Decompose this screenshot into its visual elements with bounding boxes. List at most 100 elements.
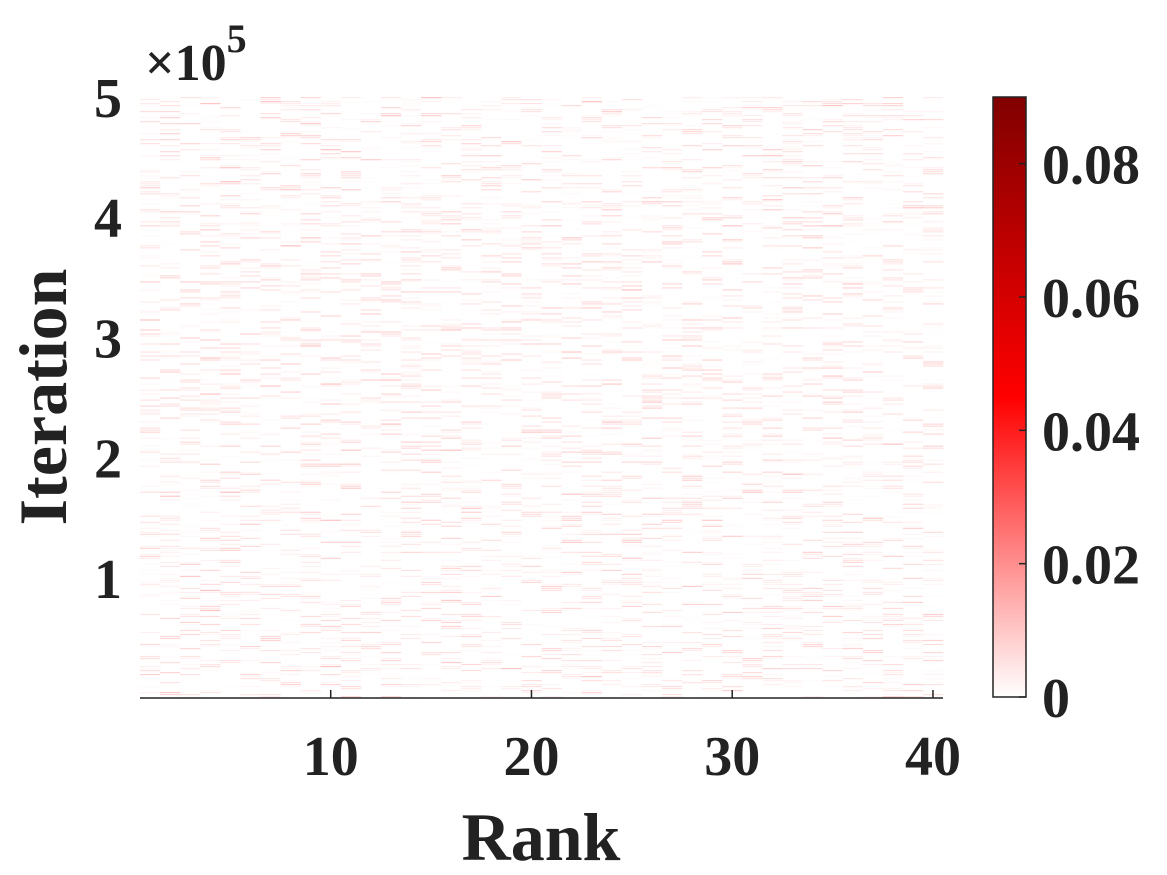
heatmap-cell — [561, 307, 582, 309]
heatmap-cell — [160, 339, 181, 341]
heatmap-cell — [260, 209, 281, 211]
heatmap-cell — [400, 493, 422, 495]
heatmap-cell — [762, 395, 783, 397]
heatmap-cell — [441, 99, 462, 101]
heatmap-cell — [782, 323, 803, 325]
heatmap-cell — [481, 123, 502, 125]
heatmap-cell — [501, 469, 522, 471]
heatmap-cell — [822, 243, 843, 245]
heatmap-cell — [862, 267, 884, 269]
heatmap-cell — [521, 571, 542, 573]
heatmap-cell — [220, 333, 241, 335]
heatmap-cell — [340, 213, 362, 215]
heatmap-cell — [581, 665, 603, 668]
heatmap-cell — [702, 243, 723, 245]
heatmap-cell — [822, 395, 843, 397]
heatmap-cell — [360, 259, 382, 261]
heatmap-cell — [782, 177, 803, 179]
heatmap-cell — [340, 413, 362, 415]
heatmap-cell — [200, 615, 221, 618]
heatmap-cell — [280, 121, 301, 123]
heatmap-cell — [481, 295, 502, 297]
heatmap-cell — [722, 181, 743, 183]
heatmap-cell — [461, 281, 482, 283]
heatmap-cell — [702, 459, 723, 461]
heatmap-cell — [882, 483, 904, 485]
heatmap-cell — [220, 165, 241, 167]
heatmap-cell — [320, 231, 342, 233]
heatmap-cell — [140, 421, 161, 423]
heatmap-cell — [842, 531, 864, 533]
heatmap-cell — [481, 491, 502, 493]
heatmap-cell — [762, 635, 783, 638]
heatmap-cell — [320, 275, 342, 277]
heatmap-cell — [140, 339, 161, 341]
heatmap-cell — [280, 131, 301, 133]
heatmap-cell — [742, 675, 763, 678]
heatmap-cell — [340, 487, 362, 489]
heatmap-cell — [421, 255, 442, 257]
heatmap-cell — [300, 493, 321, 495]
heatmap-cell — [380, 295, 402, 297]
heatmap-cell — [541, 171, 562, 173]
heatmap-cell — [441, 217, 462, 219]
heatmap-cell — [702, 561, 723, 563]
heatmap-cell — [842, 389, 864, 391]
heatmap-cell — [702, 603, 723, 606]
heatmap-cell — [200, 283, 221, 285]
heatmap-cell — [280, 147, 301, 149]
heatmap-cell — [561, 457, 582, 459]
heatmap-cell — [561, 627, 582, 630]
heatmap-cell — [742, 407, 763, 409]
heatmap-cell — [762, 535, 783, 537]
heatmap-cell — [260, 215, 281, 217]
heatmap-cell — [742, 401, 763, 403]
heatmap-cell — [280, 583, 301, 586]
heatmap-cell — [521, 511, 542, 513]
heatmap-cell — [481, 609, 502, 612]
heatmap-cell — [682, 419, 703, 421]
heatmap-cell — [340, 489, 362, 491]
heatmap-cell — [180, 539, 201, 541]
heatmap-cell — [561, 519, 582, 521]
heatmap-cell — [581, 385, 603, 387]
heatmap-cell — [300, 241, 321, 243]
heatmap-cell — [702, 283, 723, 285]
heatmap-cell — [481, 383, 502, 385]
heatmap-cell — [481, 387, 502, 389]
heatmap-cell — [641, 497, 663, 499]
heatmap-cell — [682, 479, 703, 481]
heatmap-cell — [541, 549, 562, 551]
heatmap-cell — [461, 591, 482, 594]
heatmap-cell — [300, 475, 321, 477]
heatmap-cell — [581, 201, 603, 203]
heatmap-cell — [140, 273, 161, 275]
heatmap-cell — [862, 299, 884, 301]
heatmap-cell — [722, 619, 743, 622]
heatmap-cell — [561, 523, 582, 525]
heatmap-cell — [180, 249, 201, 251]
heatmap-cell — [240, 667, 261, 670]
heatmap-cell — [421, 417, 442, 419]
heatmap-cell — [421, 501, 442, 503]
heatmap-cell — [280, 187, 301, 189]
heatmap-cell — [601, 569, 623, 571]
heatmap-cell — [280, 353, 301, 355]
heatmap-cell — [561, 129, 582, 131]
heatmap-cell — [762, 313, 783, 315]
heatmap-cell — [380, 247, 402, 249]
heatmap-cell — [240, 451, 261, 453]
heatmap-cell — [260, 359, 281, 361]
heatmap-cell — [742, 177, 763, 179]
heatmap-cell — [561, 583, 582, 586]
heatmap-cell — [421, 459, 442, 461]
heatmap-cell — [722, 415, 743, 417]
heatmap-cell — [441, 559, 462, 561]
heatmap-cell — [541, 363, 562, 365]
heatmap-cell — [320, 611, 342, 614]
heatmap-cell — [461, 689, 482, 692]
heatmap-cell — [561, 155, 582, 157]
heatmap-cell — [400, 685, 422, 688]
heatmap-cell — [441, 271, 462, 273]
heatmap-cell — [682, 273, 703, 275]
